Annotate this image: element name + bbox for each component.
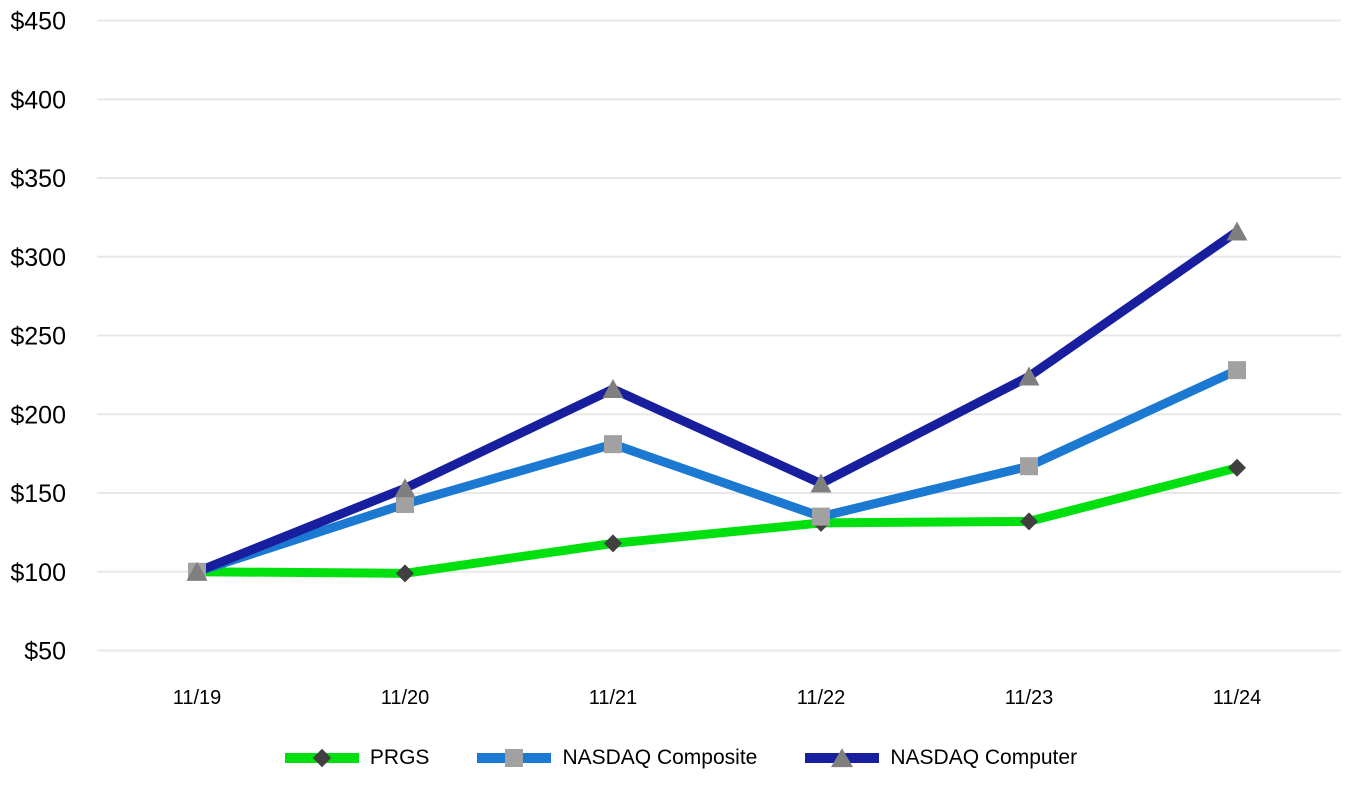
marker-square-icon: [812, 507, 830, 526]
marker-square-icon: [1228, 361, 1246, 380]
y-tick-label: $300: [10, 244, 66, 272]
x-tick-label: 11/23: [1005, 687, 1054, 709]
series-line-nasdaq-computer: [195, 227, 1240, 576]
y-tick-label: $450: [10, 8, 66, 36]
legend-diamond-line-icon: [284, 746, 359, 770]
marker-square-icon: [396, 495, 414, 514]
x-tick-label: 11/19: [173, 687, 222, 709]
marker-diamond-icon: [1228, 458, 1246, 477]
legend-square-line-icon: [477, 746, 552, 770]
marker-triangle-icon: [1226, 221, 1248, 241]
legend-label-nasdaq-computer: NASDAQ Computer: [890, 746, 1078, 769]
marker-diamond-icon: [604, 534, 622, 553]
legend-item-nasdaq-composite: NASDAQ Composite: [477, 746, 757, 770]
marker-square-icon: [1020, 457, 1038, 476]
y-tick-label: $400: [10, 86, 66, 114]
marker-triangle-icon: [186, 561, 208, 581]
marker-diamond-icon: [1020, 512, 1038, 531]
x-tick-label: 11/22: [797, 687, 846, 709]
marker-triangle-icon: [394, 478, 416, 498]
legend-marker-square-icon: [505, 749, 524, 767]
y-tick-label: $350: [10, 165, 66, 193]
marker-triangle-icon: [1018, 366, 1040, 386]
x-tick-label: 11/21: [589, 687, 638, 709]
legend-label-nasdaq-composite: NASDAQ Composite: [562, 746, 758, 769]
marker-triangle-icon: [602, 379, 624, 399]
legend-label-prgs: PRGS: [369, 746, 430, 769]
x-tick-label: 11/20: [381, 687, 430, 709]
y-tick-label: $250: [10, 323, 66, 351]
marker-square-icon: [604, 435, 622, 454]
legend-triangle-line-icon: [805, 746, 880, 770]
y-tick-label: $100: [10, 559, 66, 587]
legend-item-nasdaq-computer: NASDAQ Computer: [805, 746, 1077, 770]
marker-diamond-icon: [396, 564, 414, 583]
y-tick-label: $150: [10, 480, 66, 508]
marker-triangle-icon: [810, 473, 832, 493]
y-tick-label: $200: [10, 401, 66, 429]
legend-marker-triangle-icon: [831, 748, 854, 768]
series-line-nasdaq-composite: [195, 366, 1239, 577]
y-tick-label: $50: [24, 638, 66, 666]
x-tick-label: 11/24: [1213, 687, 1262, 709]
legend-marker-diamond-icon: [312, 748, 332, 768]
legend-item-prgs: PRGS: [284, 746, 430, 770]
chart-legend: PRGS NASDAQ Composite NASDAQ Computer: [0, 740, 1362, 776]
series-line-prgs: [196, 463, 1239, 578]
